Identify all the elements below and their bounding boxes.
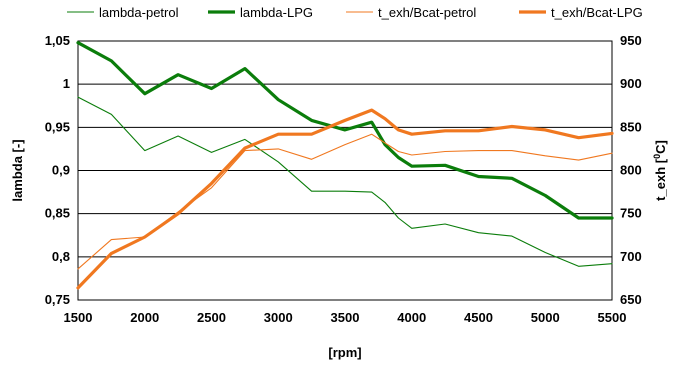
legend-label: t_exh/Bcat-LPG [551,5,643,20]
legend-label: lambda-LPG [240,5,313,20]
series-line-1 [77,96,613,267]
y-right-tick-label: 950 [620,33,642,48]
y-right-axis-title: t_exh [0C] [652,140,668,201]
x-tick-label: 5000 [531,310,560,325]
series-group [76,41,614,290]
y-right-axis-title-superscript: 0 [652,154,662,159]
y-left-tick-label: 0,95 [45,119,70,134]
y-right-tick-label: 900 [620,76,642,91]
y-right-tick-labels: 950 900 850 800 750 700 650 [620,33,642,307]
gridlines [78,40,612,301]
y-right-tick-label: 650 [620,292,642,307]
y-right-tick-label: 800 [620,163,642,178]
x-tick-label: 2000 [130,310,159,325]
y-left-tick-label: 1,05 [45,33,70,48]
legend-label: lambda-petrol [99,5,179,20]
x-tick-labels: 1500 2000 2500 3000 3500 4000 4500 5000 5500 [64,310,627,325]
x-tick-label: 3500 [331,310,360,325]
x-tick-label: 3000 [264,310,293,325]
y-right-tick-label: 850 [620,119,642,134]
y-left-tick-label: 0,9 [52,163,70,178]
x-tick-label: 2500 [197,310,226,325]
y-left-tick-label: 0,85 [45,206,70,221]
y-right-axis-title-base: t_exh [ [653,158,668,201]
legend: lambda-petrol lambda-LPG t_exh/Bcat-petrol… [67,5,643,20]
series-line-2 [76,41,614,220]
x-axis-title: [rpm] [328,345,361,360]
y-right-tick-label: 750 [620,206,642,221]
x-tick-label: 1500 [64,310,93,325]
y-left-tick-label: 0,75 [45,292,70,307]
y-left-tick-label: 1 [63,76,70,91]
x-tick-label: 4500 [464,310,493,325]
series-line-3 [77,133,613,270]
y-right-tick-label: 700 [620,249,642,264]
y-left-tick-label: 0,8 [52,249,70,264]
legend-label: t_exh/Bcat-petrol [378,5,476,20]
x-tick-label: 5500 [598,310,627,325]
y-left-tick-labels: 1,05 1 0,95 0,9 0,85 0,8 0,75 [45,33,70,307]
plot-area-frame [77,40,613,301]
x-tick-label: 4000 [397,310,426,325]
series-line-4 [76,108,614,290]
y-left-axis-title: lambda [-] [10,139,25,201]
y-right-axis-title-end: C] [653,140,668,154]
